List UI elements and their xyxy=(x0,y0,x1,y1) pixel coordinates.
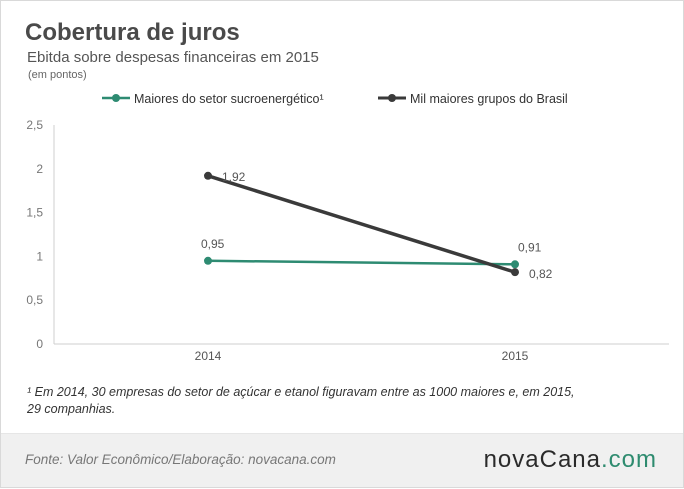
chart-title: Cobertura de juros xyxy=(25,19,240,46)
legend-label-brazil: Mil maiores grupos do Brasil xyxy=(410,92,568,106)
series-line-1 xyxy=(207,174,516,274)
data-label: 0,91 xyxy=(518,240,542,254)
y-tick-label: 2 xyxy=(36,162,43,176)
data-label: 0,95 xyxy=(201,237,225,251)
data-point xyxy=(511,260,519,269)
x-tick-label: 2015 xyxy=(502,349,529,363)
legend-marker-1 xyxy=(388,94,396,102)
x-tick-label: 2014 xyxy=(195,349,222,363)
y-tick-label: 1,5 xyxy=(26,206,43,220)
legend-marker-0 xyxy=(112,94,120,102)
footer-bar: Fonte: Valor Econômico/Elaboração: novac… xyxy=(1,433,683,487)
brand-logo-part2: .com xyxy=(600,446,657,473)
data-label: 1,92 xyxy=(222,170,246,184)
data-point xyxy=(204,171,212,180)
data-point xyxy=(204,256,212,265)
y-tick-label: 0 xyxy=(36,337,43,351)
y-tick-label: 2,5 xyxy=(26,118,43,132)
unit-label: (em pontos) xyxy=(28,69,87,81)
brand-logo-part1: novaCana xyxy=(483,446,601,473)
footnote: ¹ Em 2014, 30 empresas do setor de açúca… xyxy=(27,385,575,416)
series-line-0 xyxy=(207,259,516,266)
data-point xyxy=(511,268,519,277)
y-tick-label: 0,5 xyxy=(26,293,43,307)
source-text: Fonte: Valor Econômico/Elaboração: novac… xyxy=(25,452,336,467)
data-label: 0,82 xyxy=(529,267,553,281)
brand-logo: novaCana.com xyxy=(484,446,657,474)
legend-label-sector: Maiores do setor sucroenergético¹ xyxy=(134,92,324,106)
y-tick-label: 1 xyxy=(36,249,43,263)
chart-subtitle: Ebitda sobre despesas financeiras em 201… xyxy=(27,49,319,66)
